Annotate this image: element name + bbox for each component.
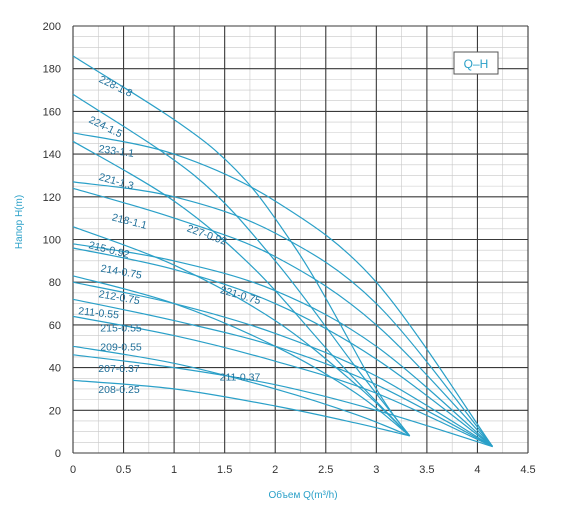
curve-label-211-0.37: 211-0.37 [220, 371, 261, 383]
y-tick-label: 160 [43, 106, 61, 118]
curve-label-209-0.55: 209-0.55 [100, 342, 142, 354]
curve-207-0.37 [72, 345, 410, 437]
curve-label-207-0.37: 207-0.37 [98, 363, 140, 375]
x-axis-title: Объем Q(m³/h) [268, 489, 337, 501]
y-tick-label: 80 [49, 277, 61, 289]
curve-label-215-0.55: 215-0.55 [100, 322, 142, 334]
y-tick-label: 40 [49, 363, 61, 375]
y-axis-title: Напор H(m) [14, 195, 25, 249]
curve-215-0.55 [72, 298, 493, 448]
curve-label-211-0.55: 211-0.55 [78, 305, 120, 321]
y-tick-label: 120 [43, 192, 61, 204]
curve-212-0.75 [72, 275, 411, 437]
y-tick-label: 140 [43, 149, 61, 161]
legend-box [453, 51, 499, 75]
curve-label-228-1.8: 228-1.8 [97, 73, 134, 99]
curve-224-1.5 [72, 93, 411, 437]
x-tick-label: 4.5 [520, 464, 535, 476]
y-tick-label: 60 [49, 320, 61, 332]
curve-211-0.37 [72, 354, 493, 448]
curve-211-0.55 [72, 281, 493, 448]
curve-221-0.75 [72, 247, 493, 448]
x-tick-label: 0 [70, 464, 76, 476]
curve-215-0.92 [72, 226, 411, 437]
tick-labels: 0 0.5 1 1.5 2 2.5 3 3.5 4 4.5 0 20 40 60 80 100 120 140 16… [43, 21, 536, 476]
y-tick-label: 180 [43, 64, 61, 76]
y-tick-label: 200 [43, 21, 61, 33]
curve-214-0.75 [72, 243, 493, 448]
curve-218-1.1 [72, 181, 494, 447]
curve-221-1.3 [72, 140, 411, 437]
curve-label-221-1.3: 221-1.3 [97, 171, 135, 192]
x-tick-label: 2.5 [318, 464, 333, 476]
major-grid [72, 25, 529, 454]
curve-label-208-0.25: 208-0.25 [98, 384, 140, 396]
x-tick-label: 3.5 [419, 464, 434, 476]
y-tick-label: 100 [43, 235, 61, 247]
curve-227-0.92 [72, 187, 494, 448]
curve-209-0.55 [72, 315, 493, 448]
legend-text: Q–H [464, 57, 489, 71]
x-tick-label: 1.5 [217, 464, 232, 476]
x-tick-label: 4 [474, 464, 480, 476]
curve-label-214-0.75: 214-0.75 [100, 263, 143, 282]
x-tick-label: 3 [373, 464, 379, 476]
qh-curves [72, 55, 494, 448]
x-tick-label: 1 [171, 464, 177, 476]
x-tick-label: 2 [272, 464, 278, 476]
curve-233-1.1 [72, 132, 494, 447]
curve-label-233-1.1: 233-1.1 [98, 143, 135, 160]
x-tick-label: 0.5 [116, 464, 131, 476]
curve-label-215-0.92: 215-0.92 [87, 239, 130, 261]
curve-228-1.8 [72, 55, 411, 437]
y-tick-label: 0 [55, 448, 61, 460]
curve-208-0.25 [72, 379, 410, 437]
y-tick-label: 20 [49, 405, 61, 417]
